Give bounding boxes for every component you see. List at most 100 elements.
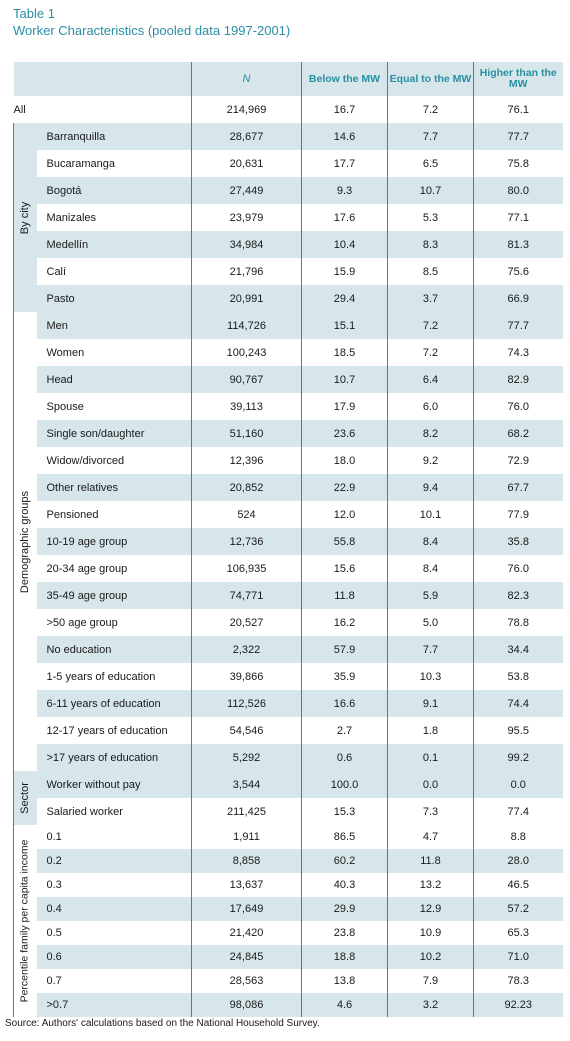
row-label: >17 years of education [36,744,192,771]
table-row: Pensioned 524 12.0 10.1 77.9 [14,501,563,528]
cell-n: 34,984 [191,231,302,258]
cell-below: 17.7 [301,150,388,177]
cell-higher: 78.8 [473,609,563,636]
cell-n: 54,546 [191,717,302,744]
table-row: 0.3 13,637 40.3 13.2 46.5 [14,873,563,897]
row-label: 1-5 years of education [46,670,156,683]
row-label: 0.2 [36,849,192,873]
cell-equal: 8.4 [387,528,474,555]
row-label: Men [36,312,192,339]
cell-equal: 5.3 [387,204,474,231]
row-label: >0.7 [36,993,192,1017]
cell-higher: 57.2 [473,897,563,921]
cell-n: 8,858 [191,849,302,873]
cell-below: 18.8 [301,945,388,969]
table-row: 0.5 21,420 23.8 10.9 65.3 [14,921,563,945]
cell-n: 20,631 [191,150,302,177]
table-row: 0.6 24,845 18.8 10.2 71.0 [14,945,563,969]
cell-below: 16.2 [301,609,388,636]
table-row: 0.2 8,858 60.2 11.8 28.0 [14,849,563,873]
cell-below: 15.9 [301,258,388,285]
table-row: Salaried worker 211,425 15.3 7.3 77.4 [14,798,563,825]
cell-n: 21,420 [191,921,302,945]
cell-n: 51,160 [191,420,302,447]
row-label: 0.7 [46,975,62,987]
table-row: 12-17 years of education 54,546 2.7 1.8 95.5 [14,717,563,744]
row-label: Widow/divorced [46,454,125,467]
cell-equal: 3.7 [387,285,474,312]
row-label: Worker without pay [36,771,192,798]
cell-equal: 9.4 [387,474,474,501]
cell-equal: 9.2 [387,447,474,474]
cell-equal: 1.8 [387,717,474,744]
cell-below: 60.2 [301,849,388,873]
cell-equal: 12.9 [387,897,474,921]
cell-n: 106,935 [191,555,302,582]
cell-below: 17.6 [301,204,388,231]
cell-below: 0.6 [301,744,388,771]
cell-n: 100,243 [191,339,302,366]
row-label: 20-34 age group [46,562,128,575]
row-label: 6-11 years of education [36,690,192,717]
row-label: Bogotá [36,177,192,204]
row-label: 35-49 age group [36,582,192,609]
cell-equal: 5.0 [387,609,474,636]
cell-higher: 34.4 [473,636,563,663]
row-label: Barranquilla [36,123,192,150]
cell-equal: 0.1 [387,744,474,771]
cell-below: 57.9 [301,636,388,663]
row-label: Calí [46,265,67,278]
cell-higher: 67.7 [473,474,563,501]
table-row: Single son/daughter 51,160 23.6 8.2 68.2 [14,420,563,447]
cell-equal: 7.7 [387,123,474,150]
table-row: 35-49 age group 74,771 11.8 5.9 82.3 [14,582,563,609]
cell-higher: 78.3 [473,969,563,993]
cell-n: 5,292 [191,744,302,771]
cell-equal: 4.7 [387,825,474,849]
table-row: 1-5 years of education 39,866 35.9 10.3 53.8 [14,663,563,690]
cell-below: 18.0 [301,447,388,474]
cell-higher: 92.23 [473,993,563,1017]
cell-below: 55.8 [301,528,388,555]
cell-equal: 10.7 [387,177,474,204]
cell-higher: 77.7 [473,123,563,150]
cell-equal: 7.7 [387,636,474,663]
cell-below: 17.9 [301,393,388,420]
cell-below: 15.1 [301,312,388,339]
row-label: >50 age group [46,616,118,629]
row-label: All [13,103,26,116]
row-label: Bucaramanga [46,157,116,170]
cell-n: 74,771 [191,582,302,609]
cell-below: 14.6 [301,123,388,150]
cell-n: 39,866 [191,663,302,690]
cell-higher: 75.6 [473,258,563,285]
row-label: Manizales [46,211,97,224]
cell-equal: 0.0 [387,771,474,798]
table-row: 6-11 years of education 112,526 16.6 9.1 74.… [14,690,563,717]
cell-n: 20,527 [191,609,302,636]
cell-below: 100.0 [301,771,388,798]
header-row: N Below the MW Equal to the MW Higher th… [13,62,563,96]
cell-equal: 10.1 [387,501,474,528]
table-row: Widow/divorced 12,396 18.0 9.2 72.9 [14,447,563,474]
cell-equal: 13.2 [387,873,474,897]
table-row: Calí 21,796 15.9 8.5 75.6 [14,258,563,285]
table-row: Manizales 23,979 17.6 5.3 77.1 [14,204,563,231]
cell-equal: 7.2 [387,339,474,366]
table-row: Medellín 34,984 10.4 8.3 81.3 [14,231,563,258]
cell-equal: 9.1 [387,690,474,717]
table-row: Women 100,243 18.5 7.2 74.3 [14,339,563,366]
cell-higher: 77.7 [473,312,563,339]
row-label: 0.4 [36,897,192,921]
cell-higher: 77.4 [473,798,563,825]
cell-higher: 74.4 [473,690,563,717]
cell-higher: 82.3 [473,582,563,609]
row-label: Women [46,346,85,359]
cell-equal: 5.9 [387,582,474,609]
cell-higher: 76.0 [473,393,563,420]
cell-higher: 76.1 [473,96,563,123]
cell-higher: 53.8 [473,663,563,690]
cell-below: 35.9 [301,663,388,690]
cell-higher: 46.5 [473,873,563,897]
cell-n: 27,449 [191,177,302,204]
